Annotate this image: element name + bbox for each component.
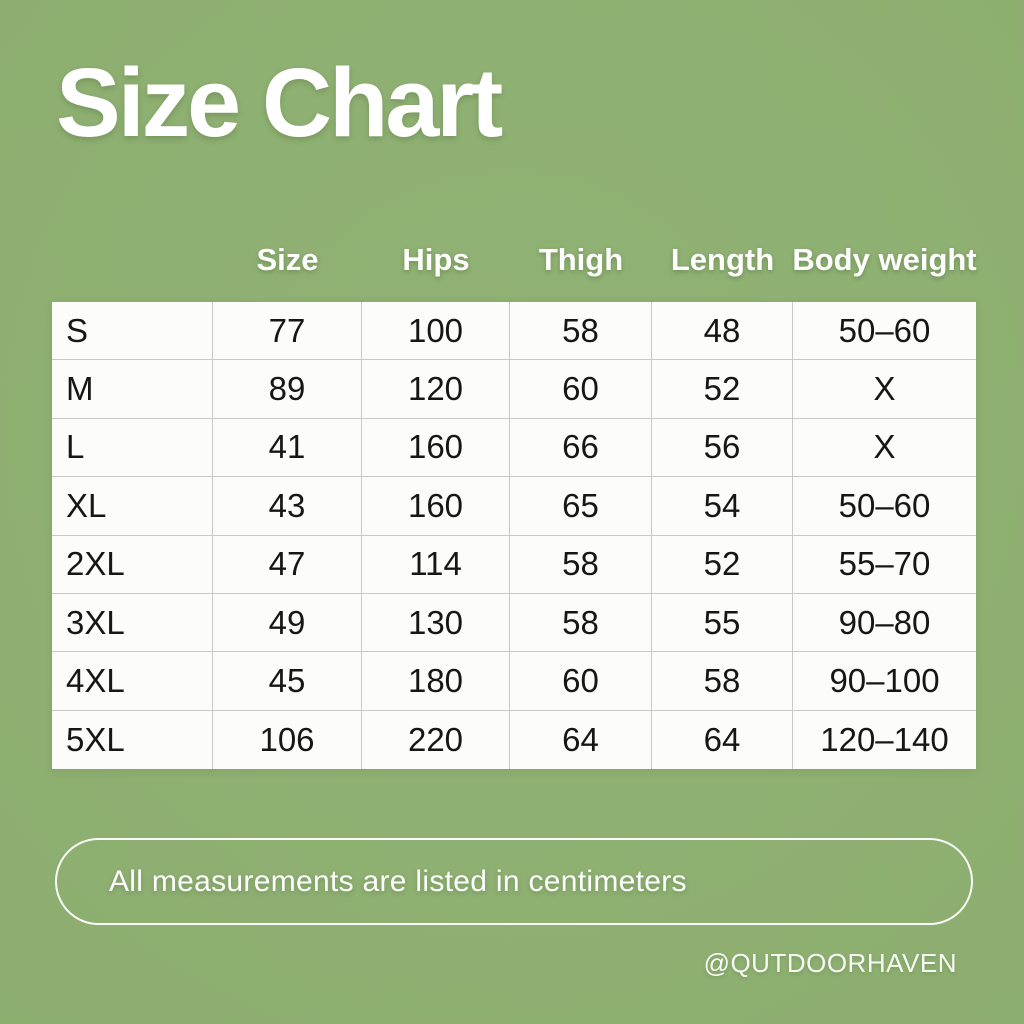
value-cell: 49 — [213, 593, 362, 653]
value-cell: 52 — [652, 535, 793, 594]
value-cell: 55 — [652, 593, 793, 653]
page-title: Size Chart — [56, 48, 503, 157]
value-cell: 64 — [510, 710, 652, 770]
table-header-spacer — [52, 234, 213, 286]
value-cell: 106 — [213, 710, 362, 770]
brand-watermark: @QUTDOORHAVEN — [703, 948, 957, 978]
value-cell: 58 — [652, 652, 793, 711]
value-cell: 43 — [213, 477, 362, 536]
value-cell: 90–100 — [793, 652, 976, 711]
measurements-note-pill: All measurements are listed in centimete… — [55, 838, 973, 925]
column-header-thigh: Thigh — [538, 242, 624, 277]
value-cell: 56 — [652, 418, 793, 478]
value-cell: 50–60 — [793, 302, 976, 361]
value-cell: 48 — [652, 302, 793, 361]
row-label-cell: 4XL — [52, 652, 213, 711]
row-label-cell: 2XL — [52, 535, 213, 594]
value-cell: 180 — [362, 652, 510, 711]
value-cell: 130 — [362, 593, 510, 653]
row-label-cell: 3XL — [52, 593, 213, 653]
value-cell: 114 — [362, 535, 510, 594]
measurements-note-text: All measurements are listed in centimete… — [109, 864, 687, 898]
value-cell: 90–80 — [793, 593, 976, 653]
value-cell: 60 — [510, 652, 652, 711]
value-cell: 41 — [213, 418, 362, 478]
value-cell: 52 — [652, 360, 793, 419]
value-cell: 160 — [362, 418, 510, 478]
value-cell: X — [793, 360, 976, 419]
value-cell: 64 — [652, 710, 793, 770]
value-cell: 89 — [213, 360, 362, 419]
column-header-size: Size — [256, 242, 319, 277]
value-cell: 77 — [213, 302, 362, 361]
value-cell: 120 — [362, 360, 510, 419]
row-label-cell: M — [52, 360, 213, 419]
value-cell: 47 — [213, 535, 362, 594]
column-header-body-weight: Body weight — [792, 242, 977, 277]
row-label-cell: XL — [52, 477, 213, 536]
value-cell: 58 — [510, 302, 652, 361]
value-cell: 60 — [510, 360, 652, 419]
value-cell: X — [793, 418, 976, 478]
row-label-cell: L — [52, 418, 213, 478]
value-cell: 100 — [362, 302, 510, 361]
row-label-cell: 5XL — [52, 710, 213, 770]
table-header-row: Size Hips Thigh Length Body weight — [52, 234, 976, 286]
value-cell: 66 — [510, 418, 652, 478]
size-table-body: S 77 100 58 48 50–60 M 89 120 60 52 X L 41 160 66 56 X XL 4… — [52, 302, 976, 770]
value-cell: 220 — [362, 710, 510, 770]
value-cell: 65 — [510, 477, 652, 536]
column-header-length: Length — [670, 242, 775, 277]
row-label-cell: S — [52, 302, 213, 361]
value-cell: 54 — [652, 477, 793, 536]
value-cell: 55–70 — [793, 535, 976, 594]
value-cell: 160 — [362, 477, 510, 536]
value-cell: 50–60 — [793, 477, 976, 536]
value-cell: 45 — [213, 652, 362, 711]
value-cell: 120–140 — [793, 710, 976, 770]
column-header-hips: Hips — [402, 242, 470, 277]
value-cell: 58 — [510, 593, 652, 653]
value-cell: 58 — [510, 535, 652, 594]
